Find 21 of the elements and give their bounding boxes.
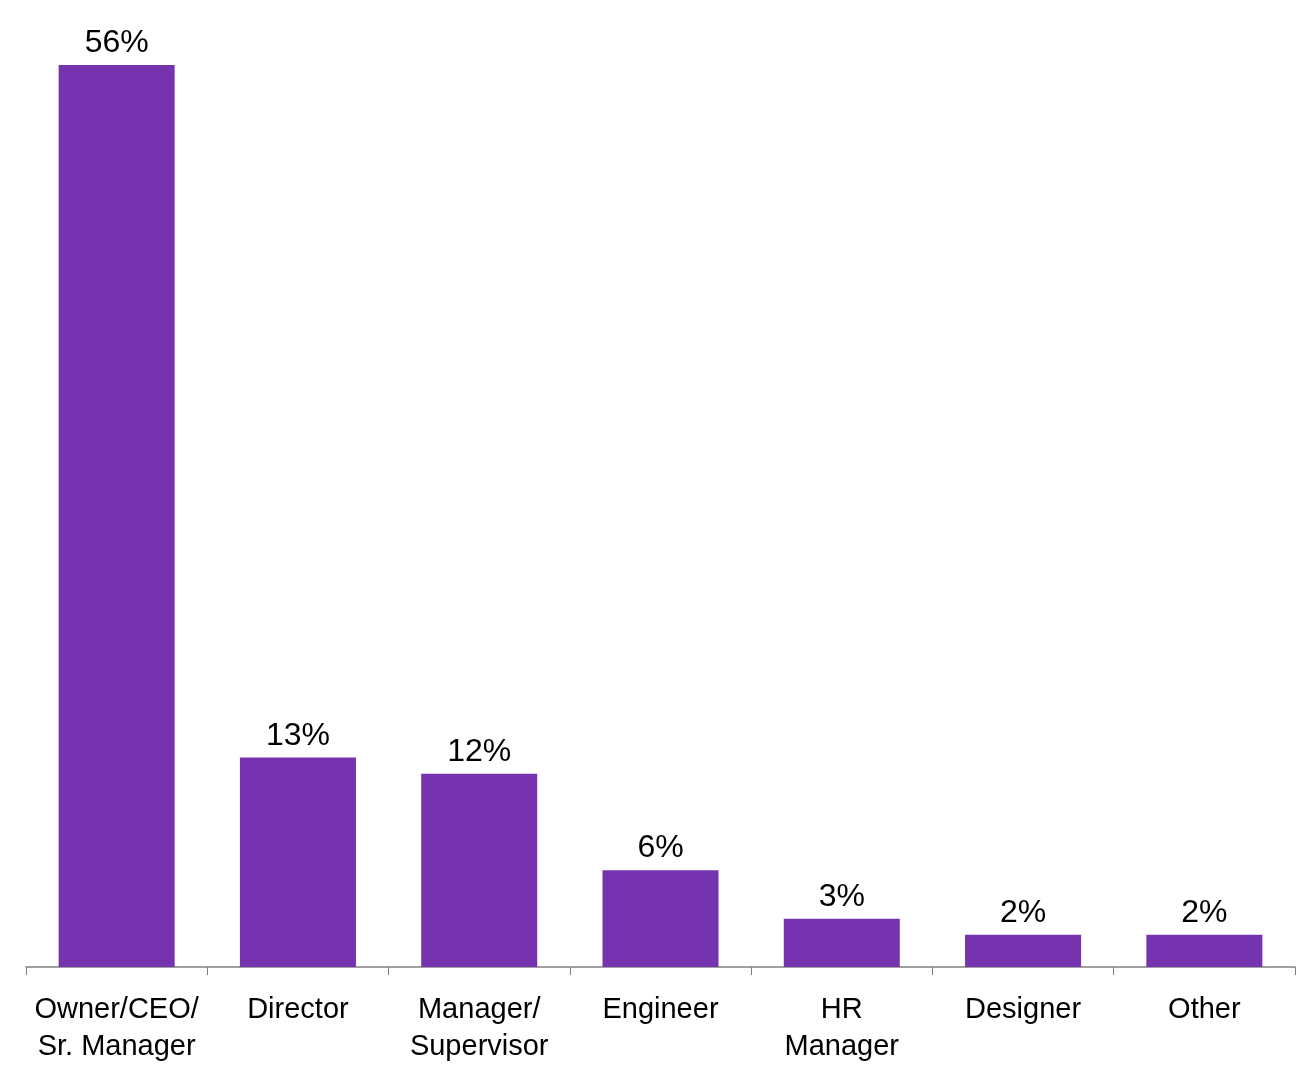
data-label: 56%	[84, 23, 149, 59]
bar	[1146, 934, 1263, 967]
bar	[965, 934, 1082, 967]
x-tick-label: Director	[247, 991, 350, 1024]
bar	[58, 65, 175, 967]
data-label: 13%	[265, 715, 330, 752]
data-label: 2%	[1181, 892, 1228, 929]
data-label: 3%	[818, 876, 865, 913]
x-tick-label: Manager/ Supervisor	[409, 991, 549, 1061]
x-tick-label: Engineer	[602, 991, 719, 1024]
bar	[421, 773, 538, 967]
x-tick-label: Designer	[965, 991, 1082, 1024]
bar	[783, 918, 900, 967]
x-tick-label: Owner/CEO/ Sr. Manager	[34, 991, 200, 1061]
bar	[602, 870, 719, 967]
x-tick-label: HR Manager	[784, 991, 900, 1061]
data-label: 12%	[447, 731, 512, 768]
x-tick-label: Other	[1168, 991, 1241, 1024]
data-label: 2%	[999, 892, 1047, 929]
data-label: 6%	[637, 828, 684, 865]
bar	[239, 757, 356, 967]
